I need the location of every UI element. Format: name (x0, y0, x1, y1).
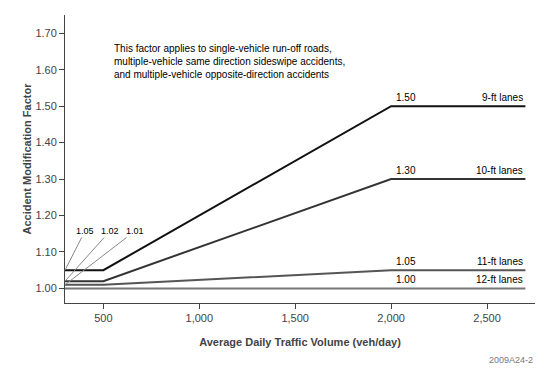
svg-text:9-ft lanes: 9-ft lanes (482, 92, 523, 103)
svg-text:2,500: 2,500 (473, 312, 501, 324)
svg-text:500: 500 (94, 312, 112, 324)
svg-text:10-ft lanes: 10-ft lanes (476, 165, 523, 176)
svg-text:1.05: 1.05 (76, 226, 94, 236)
svg-text:1.00: 1.00 (35, 282, 56, 294)
svg-text:1.30: 1.30 (396, 165, 416, 176)
svg-text:1.05: 1.05 (396, 256, 416, 267)
svg-text:1.30: 1.30 (35, 173, 56, 185)
svg-text:2009A24-2: 2009A24-2 (489, 355, 533, 365)
svg-text:2,000: 2,000 (377, 312, 405, 324)
svg-text:1.02: 1.02 (101, 226, 119, 236)
svg-text:1,500: 1,500 (281, 312, 309, 324)
svg-text:1.40: 1.40 (35, 136, 56, 148)
svg-text:12-ft lanes: 12-ft lanes (476, 274, 523, 285)
svg-text:1.00: 1.00 (396, 274, 416, 285)
svg-text:1.60: 1.60 (35, 64, 56, 76)
svg-text:1.50: 1.50 (396, 92, 416, 103)
svg-text:1.10: 1.10 (35, 246, 56, 258)
svg-text:1.20: 1.20 (35, 209, 56, 221)
svg-text:1,000: 1,000 (186, 312, 214, 324)
svg-text:1.70: 1.70 (35, 27, 56, 39)
svg-text:1.01: 1.01 (126, 226, 144, 236)
svg-text:11-ft lanes: 11-ft lanes (477, 256, 523, 267)
svg-text:Accident Modification Factor: Accident Modification Factor (21, 83, 33, 235)
svg-text:1.50: 1.50 (35, 100, 56, 112)
svg-text:This factor applies to single-: This factor applies to single-vehicle ru… (114, 43, 345, 80)
svg-text:Average Daily Traffic Volume (: Average Daily Traffic Volume (veh/day) (199, 336, 401, 348)
